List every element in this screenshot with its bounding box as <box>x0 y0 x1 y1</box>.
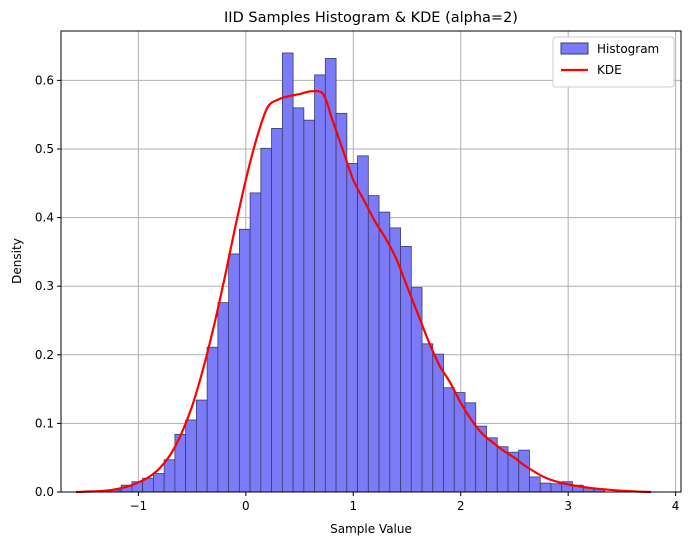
x-tick-label: 2 <box>457 499 465 513</box>
histogram-bar <box>271 128 283 493</box>
histogram-bar <box>539 482 552 493</box>
histogram-bar <box>443 387 455 493</box>
x-tick-label: 3 <box>564 499 572 513</box>
histogram-bar <box>421 343 434 493</box>
histogram-bar <box>529 476 541 493</box>
chart-title: IID Samples Histogram & KDE (alpha=2) <box>224 10 518 26</box>
x-tick-label: 1 <box>349 499 357 513</box>
plot-frame <box>60 30 682 493</box>
y-tick-label: 0.4 <box>35 211 54 225</box>
histogram-bar <box>367 195 380 493</box>
histogram-bar <box>346 163 358 493</box>
histogram-bar <box>153 473 165 493</box>
x-axis-ticks: −1 0 1 2 3 4 <box>130 492 680 513</box>
histogram-bar <box>432 353 444 493</box>
histogram-bar <box>303 119 315 493</box>
legend-histogram-swatch <box>560 42 589 55</box>
legend-kde-label: KDE <box>597 63 622 77</box>
y-tick-label: 0.5 <box>35 142 54 156</box>
y-axis-label: Density <box>10 238 24 284</box>
histogram-bar <box>518 449 530 493</box>
histogram-bar <box>260 147 273 493</box>
histogram-bar <box>217 302 230 493</box>
histogram-bar <box>228 253 240 493</box>
x-axis-label: Sample Value <box>330 522 412 536</box>
histogram-bar <box>163 459 176 493</box>
histogram-bars <box>110 52 606 493</box>
histogram-bar <box>335 112 348 493</box>
y-tick-label: 0.0 <box>35 485 54 499</box>
x-tick-label: 0 <box>242 499 250 513</box>
histogram-bar <box>281 52 294 493</box>
histogram-bar <box>378 211 391 493</box>
histogram-bar <box>314 74 326 493</box>
kde-line <box>75 89 651 494</box>
histogram-bar <box>195 399 208 493</box>
legend-histogram-label: Histogram <box>597 42 659 56</box>
histogram-bar <box>464 402 477 493</box>
y-tick-label: 0.3 <box>35 279 54 293</box>
y-tick-label: 0.2 <box>35 348 54 362</box>
histogram-bar <box>249 192 262 493</box>
histogram-bar <box>206 346 219 493</box>
y-tick-label: 0.1 <box>35 416 54 430</box>
histogram-bar <box>185 419 197 493</box>
y-tick-label: 0.6 <box>35 73 54 87</box>
histogram-bar <box>292 107 305 493</box>
x-tick-label: 4 <box>672 499 680 513</box>
y-axis-ticks: 0.0 0.1 0.2 0.3 0.4 0.5 0.6 <box>35 73 61 499</box>
histogram-bar <box>238 228 251 493</box>
histogram-bar <box>550 483 563 493</box>
legend: Histogram KDE <box>552 36 675 88</box>
x-tick-label: −1 <box>130 499 148 513</box>
